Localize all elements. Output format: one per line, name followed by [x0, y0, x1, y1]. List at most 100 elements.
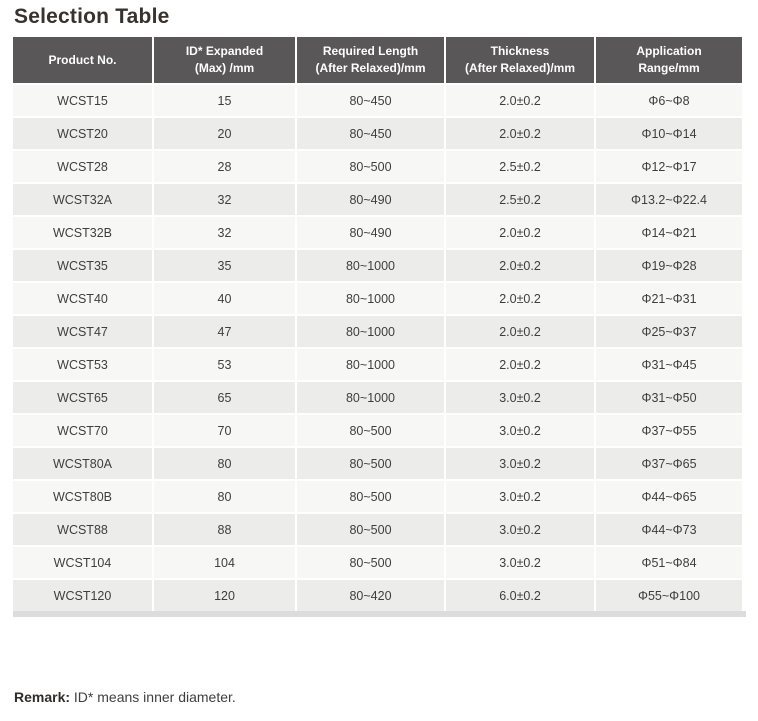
header-line: (After Relaxed)/mm [464, 61, 576, 75]
cell-thickness: 2.0±0.2 [446, 250, 594, 281]
cell-application-range: Φ21~Φ31 [596, 283, 742, 314]
column-header-id-expanded: ID* Expanded (Max) /mm [154, 37, 295, 83]
cell-application-range: Φ19~Φ28 [596, 250, 742, 281]
cell-application-range: Φ37~Φ55 [596, 415, 742, 446]
cell-thickness: 2.5±0.2 [446, 151, 594, 182]
table-row: WCST53 53 80~1000 2.0±0.2 Φ31~Φ45 [13, 349, 742, 380]
cell-required-length: 80~420 [297, 580, 444, 611]
remark: Remark: ID* means inner diameter. [14, 689, 236, 705]
cell-required-length: 80~500 [297, 547, 444, 578]
cell-product-no: WCST70 [13, 415, 152, 446]
cell-product-no: WCST40 [13, 283, 152, 314]
cell-id-expanded: 65 [154, 382, 295, 413]
cell-product-no: WCST35 [13, 250, 152, 281]
cell-id-expanded: 120 [154, 580, 295, 611]
cell-id-expanded: 80 [154, 448, 295, 479]
selection-table: Product No. ID* Expanded (Max) /mm Requi… [11, 35, 744, 613]
cell-application-range: Φ13.2~Φ22.4 [596, 184, 742, 215]
cell-id-expanded: 104 [154, 547, 295, 578]
table-bottom-strip [13, 611, 746, 617]
column-header-product-no: Product No. [13, 37, 152, 83]
cell-required-length: 80~1000 [297, 349, 444, 380]
cell-application-range: Φ25~Φ37 [596, 316, 742, 347]
header-line: Product No. [48, 52, 117, 67]
cell-thickness: 3.0±0.2 [446, 448, 594, 479]
cell-application-range: Φ44~Φ65 [596, 481, 742, 512]
header-row: Product No. ID* Expanded (Max) /mm Requi… [13, 37, 742, 83]
cell-application-range: Φ37~Φ65 [596, 448, 742, 479]
cell-thickness: 2.0±0.2 [446, 85, 594, 116]
table-row: WCST15 15 80~450 2.0±0.2 Φ6~Φ8 [13, 85, 742, 116]
cell-product-no: WCST80A [13, 448, 152, 479]
cell-application-range: Φ10~Φ14 [596, 118, 742, 149]
cell-application-range: Φ51~Φ84 [596, 547, 742, 578]
table-row: WCST35 35 80~1000 2.0±0.2 Φ19~Φ28 [13, 250, 742, 281]
cell-required-length: 80~500 [297, 481, 444, 512]
cell-product-no: WCST32B [13, 217, 152, 248]
cell-thickness: 2.0±0.2 [446, 349, 594, 380]
cell-id-expanded: 35 [154, 250, 295, 281]
column-header-thickness: Thickness (After Relaxed)/mm [446, 37, 594, 83]
cell-thickness: 2.0±0.2 [446, 118, 594, 149]
cell-product-no: WCST28 [13, 151, 152, 182]
remark-text: ID* means inner diameter. [70, 689, 236, 705]
cell-required-length: 80~450 [297, 85, 444, 116]
cell-application-range: Φ12~Φ17 [596, 151, 742, 182]
header-line: (After Relaxed)/mm [315, 61, 426, 75]
cell-thickness: 3.0±0.2 [446, 547, 594, 578]
table-row: WCST104 104 80~500 3.0±0.2 Φ51~Φ84 [13, 547, 742, 578]
cell-required-length: 80~1000 [297, 382, 444, 413]
cell-required-length: 80~500 [297, 448, 444, 479]
table-row: WCST40 40 80~1000 2.0±0.2 Φ21~Φ31 [13, 283, 742, 314]
cell-required-length: 80~500 [297, 514, 444, 545]
page-title: Selection Table [14, 5, 170, 28]
cell-product-no: WCST32A [13, 184, 152, 215]
header-line: Thickness [490, 44, 550, 58]
cell-required-length: 80~490 [297, 184, 444, 215]
table-row: WCST20 20 80~450 2.0±0.2 Φ10~Φ14 [13, 118, 742, 149]
table-row: WCST120 120 80~420 6.0±0.2 Φ55~Φ100 [13, 580, 742, 611]
cell-id-expanded: 20 [154, 118, 295, 149]
cell-thickness: 2.5±0.2 [446, 184, 594, 215]
cell-product-no: WCST47 [13, 316, 152, 347]
column-header-application-range: Application Range/mm [596, 37, 742, 83]
table-row: WCST88 88 80~500 3.0±0.2 Φ44~Φ73 [13, 514, 742, 545]
cell-id-expanded: 53 [154, 349, 295, 380]
cell-required-length: 80~490 [297, 217, 444, 248]
cell-application-range: Φ55~Φ100 [596, 580, 742, 611]
header-line: Application [636, 44, 702, 58]
cell-required-length: 80~500 [297, 151, 444, 182]
table-row: WCST80A 80 80~500 3.0±0.2 Φ37~Φ65 [13, 448, 742, 479]
cell-thickness: 2.0±0.2 [446, 217, 594, 248]
cell-id-expanded: 70 [154, 415, 295, 446]
cell-required-length: 80~450 [297, 118, 444, 149]
cell-id-expanded: 15 [154, 85, 295, 116]
cell-id-expanded: 47 [154, 316, 295, 347]
cell-thickness: 3.0±0.2 [446, 415, 594, 446]
table-row: WCST32A 32 80~490 2.5±0.2 Φ13.2~Φ22.4 [13, 184, 742, 215]
table-row: WCST32B 32 80~490 2.0±0.2 Φ14~Φ21 [13, 217, 742, 248]
cell-application-range: Φ6~Φ8 [596, 85, 742, 116]
cell-product-no: WCST80B [13, 481, 152, 512]
cell-thickness: 3.0±0.2 [446, 481, 594, 512]
cell-application-range: Φ44~Φ73 [596, 514, 742, 545]
header-line: ID* Expanded [185, 44, 264, 58]
cell-thickness: 3.0±0.2 [446, 514, 594, 545]
cell-product-no: WCST88 [13, 514, 152, 545]
table-body: WCST15 15 80~450 2.0±0.2 Φ6~Φ8 WCST20 20… [13, 85, 742, 611]
cell-required-length: 80~1000 [297, 283, 444, 314]
cell-product-no: WCST20 [13, 118, 152, 149]
table-header: Product No. ID* Expanded (Max) /mm Requi… [13, 37, 742, 83]
cell-application-range: Φ31~Φ50 [596, 382, 742, 413]
table-row: WCST47 47 80~1000 2.0±0.2 Φ25~Φ37 [13, 316, 742, 347]
cell-required-length: 80~1000 [297, 250, 444, 281]
header-line: Range/mm [638, 61, 700, 75]
cell-id-expanded: 40 [154, 283, 295, 314]
remark-label: Remark: [14, 689, 71, 705]
column-header-required-length: Required Length (After Relaxed)/mm [297, 37, 444, 83]
cell-id-expanded: 28 [154, 151, 295, 182]
cell-id-expanded: 88 [154, 514, 295, 545]
cell-product-no: WCST15 [13, 85, 152, 116]
cell-thickness: 2.0±0.2 [446, 283, 594, 314]
